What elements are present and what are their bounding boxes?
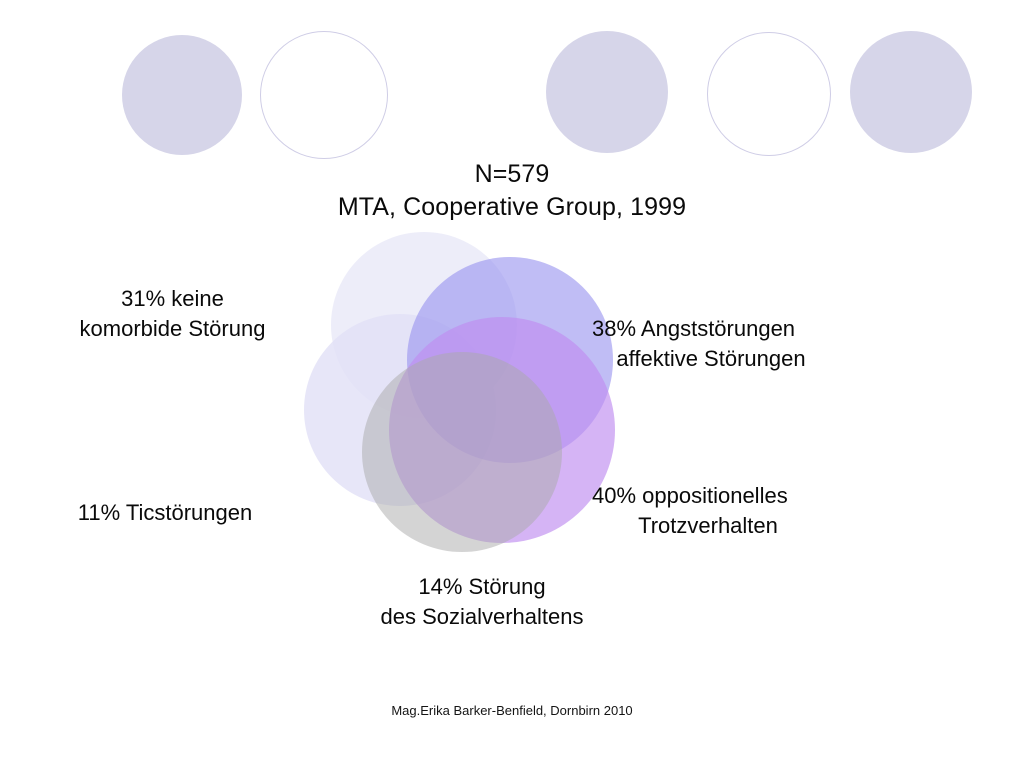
decorative-circle-band — [0, 0, 1024, 170]
slide-title: N=579 MTA, Cooperative Group, 1999 — [0, 158, 1024, 224]
deco-circle-2 — [260, 31, 388, 159]
venn-label-no-comorbidity-line2: komorbide Störung — [79, 316, 266, 341]
venn-label-anxiety-affective: 38% Angststörungen affektive Störungen — [592, 314, 922, 374]
deco-circle-5 — [850, 31, 972, 153]
title-line-source: MTA, Cooperative Group, 1999 — [337, 193, 687, 221]
deco-circle-3 — [546, 31, 668, 153]
deco-circle-4 — [707, 32, 831, 156]
venn-label-no-comorbidity-line1: 31% keine — [121, 286, 224, 311]
venn-label-anxiety-line2: affektive Störungen — [616, 346, 806, 371]
venn-label-odd-line1: 40% oppositionelles — [592, 483, 788, 508]
venn-label-oppositional-defiant: 40% oppositionelles Trotzverhalten — [592, 481, 922, 541]
venn-label-odd-line2: Trotzverhalten — [638, 513, 778, 538]
venn-label-anxiety-line1: 38% Angststörungen — [592, 316, 796, 341]
venn-label-tics-line1: 11% Ticstörungen — [77, 500, 253, 525]
venn-label-conduct-disorder: 14% Störung des Sozialverhaltens — [282, 572, 682, 632]
deco-circle-1 — [122, 35, 242, 155]
title-line-n: N=579 — [474, 160, 550, 188]
slide-footer-credit: Mag.Erika Barker-Benfield, Dornbirn 2010 — [391, 703, 633, 718]
venn-circle-conduct-disorder — [362, 352, 562, 552]
venn-label-conduct-line2: des Sozialverhaltens — [380, 604, 584, 629]
venn-label-conduct-line1: 14% Störung — [418, 574, 546, 599]
venn-circles — [304, 232, 615, 552]
venn-label-no-comorbidity: 31% keine komorbide Störung — [10, 284, 335, 344]
venn-label-tics: 11% Ticstörungen — [10, 498, 320, 528]
